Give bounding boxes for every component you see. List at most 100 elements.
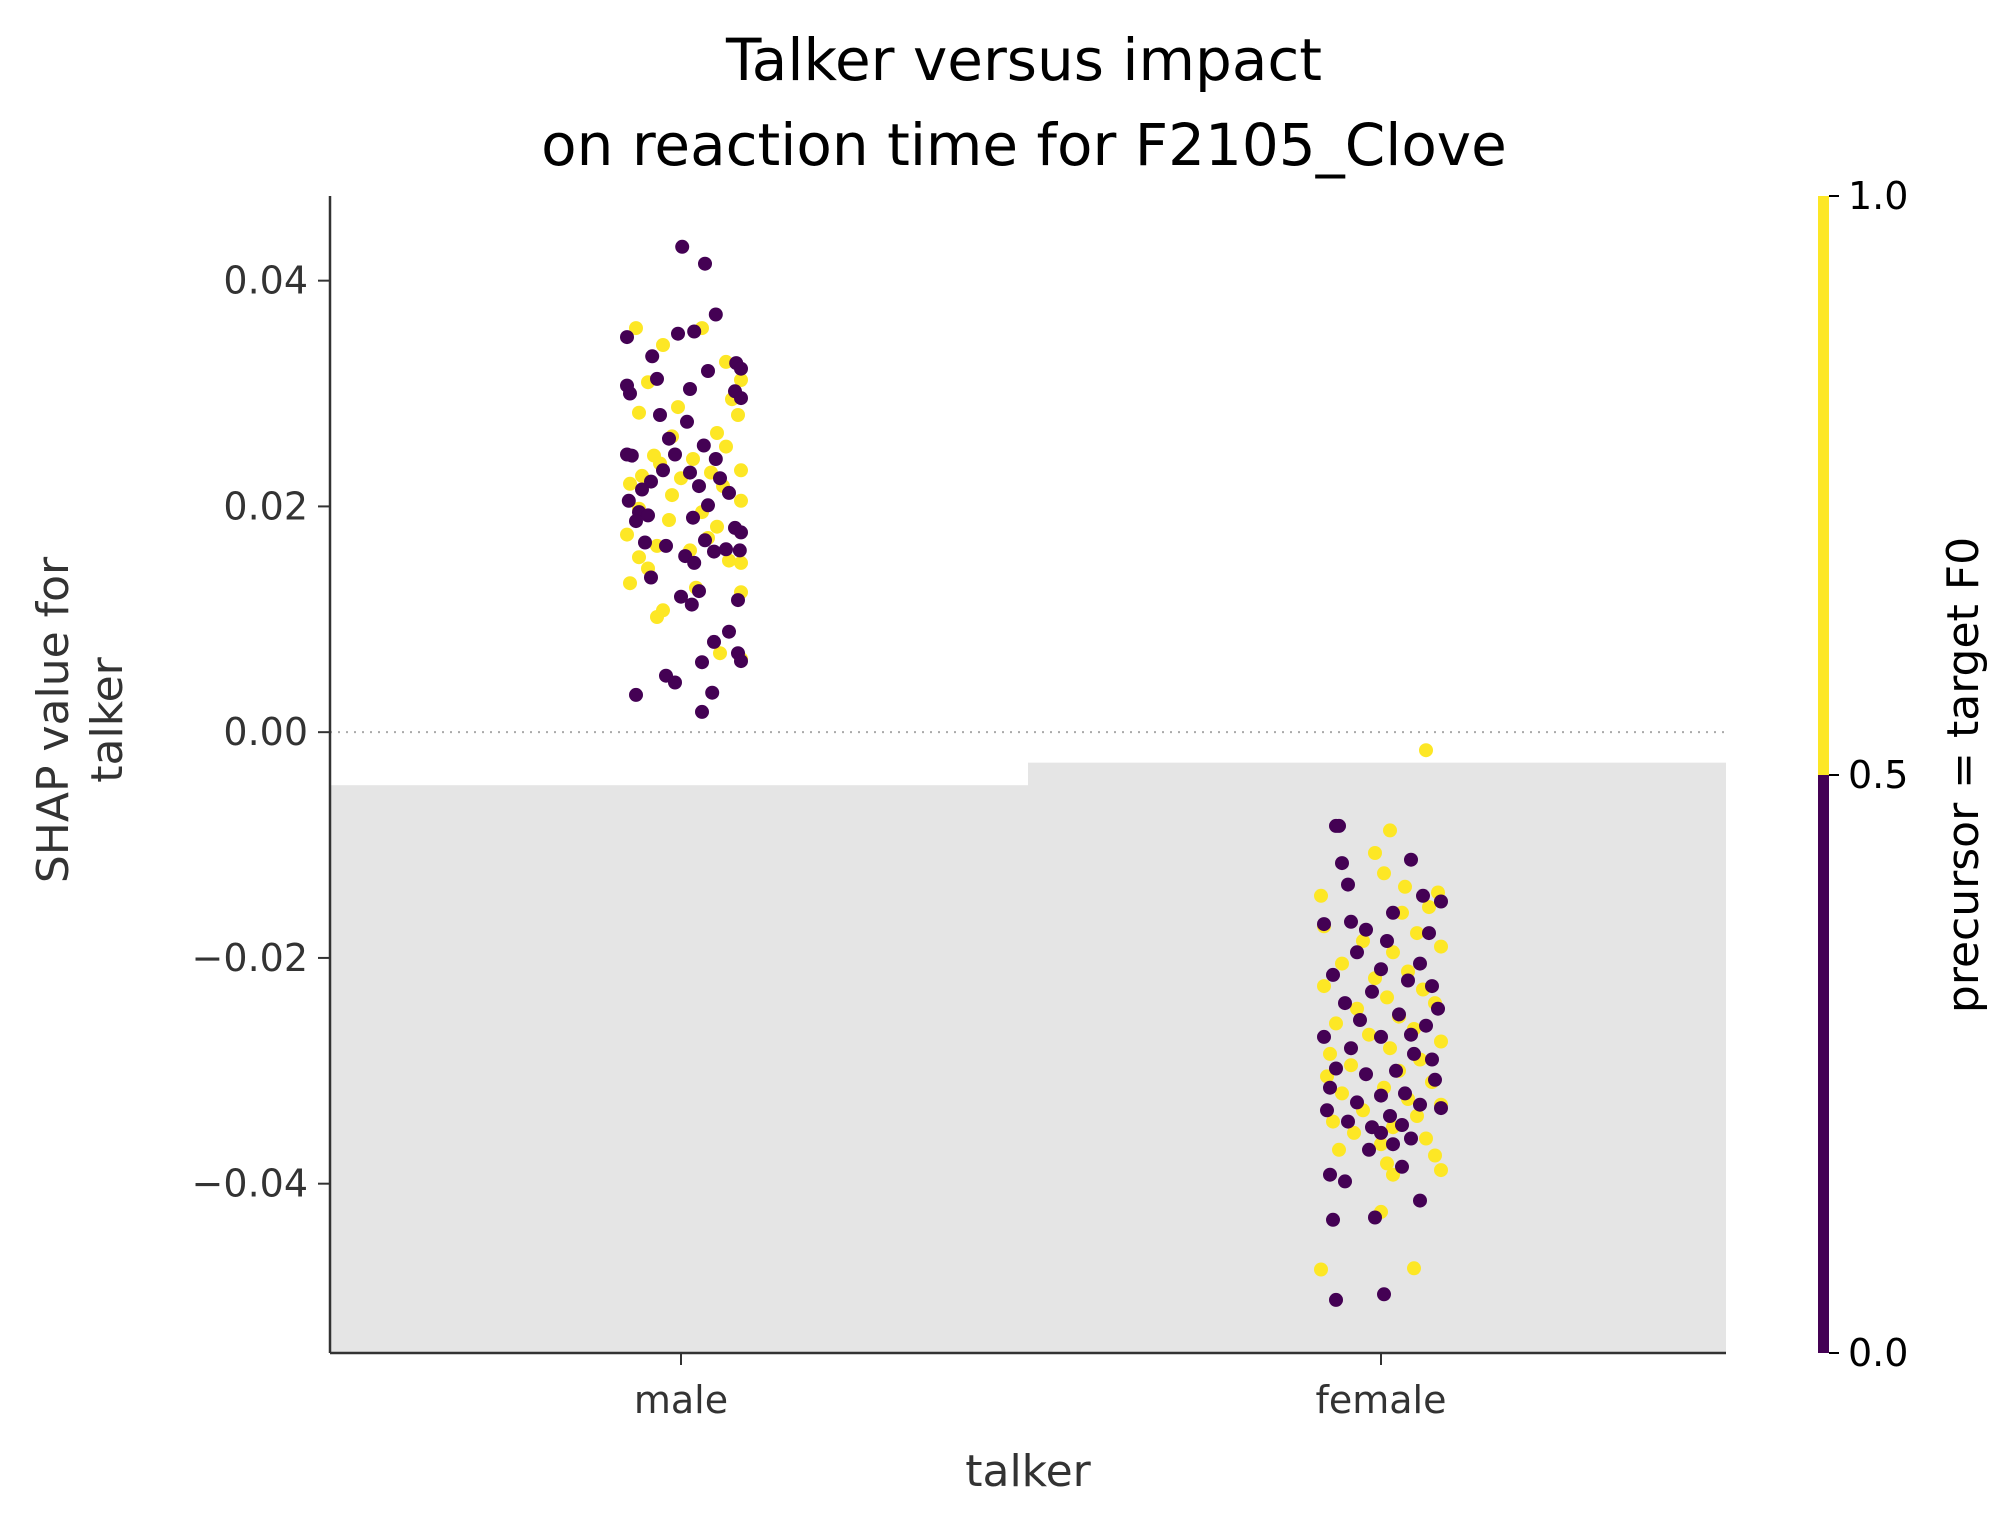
point-female-low xyxy=(1434,894,1448,909)
x-tick-label-female: female xyxy=(1316,1378,1447,1422)
point-female-low xyxy=(1359,1067,1373,1082)
point-female-low xyxy=(1398,1086,1412,1101)
point-female-low xyxy=(1323,1167,1337,1182)
colorbar-label: precursor = target F0 xyxy=(1938,537,1989,1013)
point-female-low xyxy=(1341,1114,1355,1129)
point-male-low xyxy=(653,408,667,422)
point-male-high xyxy=(719,354,733,369)
point-male-low xyxy=(719,542,733,557)
point-female-low xyxy=(1365,984,1379,999)
point-male-high xyxy=(620,527,634,542)
colorbar-tick-label: 1.0 xyxy=(1848,174,1908,218)
point-female-low xyxy=(1368,1210,1382,1225)
point-female-high xyxy=(1419,743,1433,758)
point-male-low xyxy=(644,570,658,585)
point-male-low xyxy=(656,463,670,478)
point-female-high xyxy=(1410,926,1424,941)
point-female-high xyxy=(1335,1086,1349,1101)
y-tick-label: 0.02 xyxy=(223,484,308,528)
point-male-high xyxy=(686,452,700,466)
x-ticks: male female xyxy=(634,1353,1447,1422)
y-ticks: 0.04 0.02 0.00 −0.02 −0.04 xyxy=(192,259,330,1206)
y-tick-label: 0.04 xyxy=(223,259,308,303)
point-female-low xyxy=(1320,1103,1334,1118)
x-tick-label-male: male xyxy=(634,1378,728,1422)
point-female-low xyxy=(1416,888,1430,903)
point-male-high xyxy=(632,550,646,565)
point-male-high xyxy=(671,400,685,415)
point-female-high xyxy=(1380,990,1394,1005)
point-female-low xyxy=(1377,1287,1391,1302)
point-female-low xyxy=(1338,996,1352,1011)
point-female-low xyxy=(1326,967,1340,982)
point-female-high xyxy=(1317,979,1331,994)
point-female-high xyxy=(1368,846,1382,860)
point-male-low xyxy=(629,514,643,529)
point-female-high xyxy=(1362,1027,1376,1042)
point-male-high xyxy=(665,488,679,503)
point-female-high xyxy=(1386,1167,1400,1182)
point-male-low xyxy=(671,326,685,341)
y-axis-label-line2: talker xyxy=(82,656,133,782)
point-female-low xyxy=(1374,962,1388,977)
point-female-low xyxy=(1425,1052,1439,1067)
colorbar-tick-label: 0.0 xyxy=(1848,1331,1908,1375)
point-female-low xyxy=(1431,1001,1445,1016)
point-female-low xyxy=(1326,1212,1340,1227)
point-female-high xyxy=(1314,1262,1328,1277)
point-male-low xyxy=(695,655,709,670)
point-female-high xyxy=(1383,823,1397,838)
point-male-low xyxy=(674,589,688,604)
point-female-low xyxy=(1344,1041,1358,1056)
point-male-low xyxy=(624,448,639,463)
point-male-low xyxy=(692,584,706,599)
point-female-low xyxy=(1413,1193,1427,1208)
point-female-low xyxy=(1428,1072,1442,1087)
point-female-high xyxy=(1347,1125,1361,1140)
point-male-low xyxy=(668,447,682,462)
point-female-low xyxy=(1413,956,1427,971)
point-female-high xyxy=(1422,900,1436,915)
point-male-low xyxy=(659,538,673,553)
point-female-low xyxy=(1404,1027,1418,1042)
point-male-low xyxy=(683,382,697,396)
point-male-high xyxy=(710,519,724,534)
point-male-low xyxy=(668,675,682,690)
point-male-low xyxy=(707,544,721,559)
x-axis-label: talker xyxy=(965,1446,1091,1497)
point-female-low xyxy=(1404,852,1418,867)
point-male-low xyxy=(698,256,712,271)
point-female-low xyxy=(1329,1061,1343,1076)
point-male-high xyxy=(632,405,646,420)
point-female-high xyxy=(1335,956,1349,971)
point-female-low xyxy=(1395,1118,1409,1132)
scatter-points xyxy=(620,239,1448,1307)
point-male-low xyxy=(650,371,664,386)
point-male-low xyxy=(683,465,697,480)
point-female-high xyxy=(1434,939,1448,954)
point-male-high xyxy=(656,338,670,352)
point-female-low xyxy=(1374,1125,1388,1140)
point-male-low xyxy=(623,386,637,401)
point-male-low xyxy=(698,533,712,548)
point-male-high xyxy=(713,646,727,661)
y-tick-label: 0.00 xyxy=(223,710,308,754)
point-male-high xyxy=(734,493,748,508)
point-female-low xyxy=(1401,973,1415,988)
point-male-high xyxy=(734,463,748,478)
point-male-low xyxy=(629,687,643,702)
point-male-low xyxy=(687,555,702,570)
point-female-low xyxy=(1350,1095,1364,1110)
point-male-low xyxy=(686,510,700,525)
point-female-high xyxy=(1320,1069,1334,1084)
colorbar-high xyxy=(1818,196,1829,775)
point-male-low xyxy=(680,414,694,429)
point-female-high xyxy=(1329,1016,1343,1031)
point-male-low xyxy=(708,452,723,466)
point-male-low xyxy=(707,634,721,649)
point-female-low xyxy=(1332,818,1346,833)
background-bar-male xyxy=(330,785,1028,1353)
point-female-low xyxy=(1350,945,1364,960)
point-female-low xyxy=(1344,914,1358,929)
point-male-low xyxy=(695,704,709,719)
